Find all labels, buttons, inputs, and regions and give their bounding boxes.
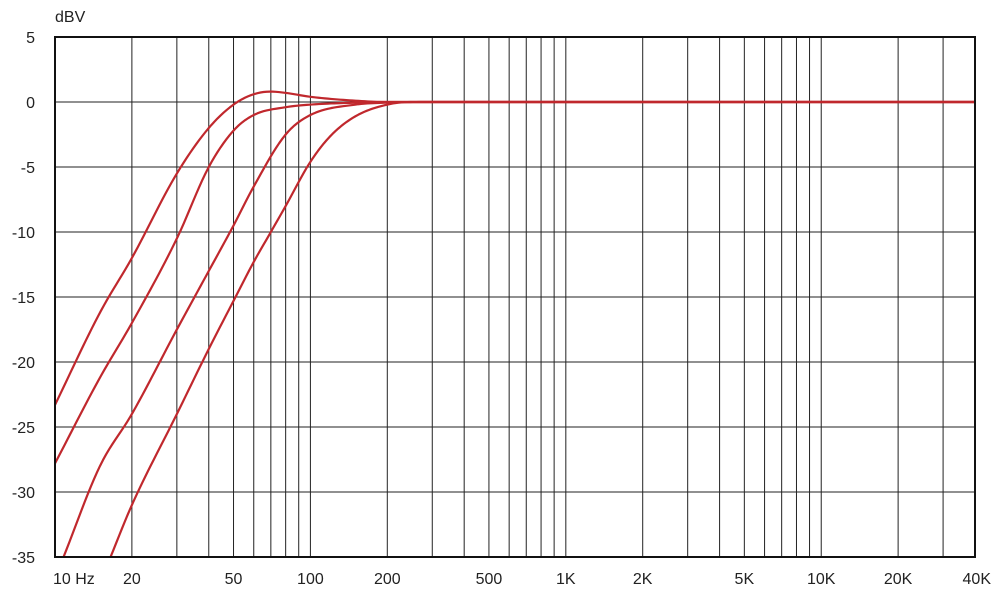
x-tick-labels: 10 Hz 20 50 100 200 500 1K 2K 5K 10K 20K 40K	[53, 571, 991, 588]
y-tick-label: 5	[26, 30, 35, 47]
plot-frame	[54, 36, 976, 558]
y-axis-unit-label: dBV	[55, 9, 86, 26]
response-curve-4	[109, 100, 975, 558]
x-tick-label: 40K	[963, 571, 992, 588]
x-tick-label: 500	[476, 571, 503, 588]
y-tick-label: -35	[12, 550, 35, 567]
x-tick-label: 1K	[556, 571, 576, 588]
y-tick-label: -30	[12, 485, 35, 502]
x-tick-label: 5K	[735, 571, 755, 588]
y-tick-label: -15	[12, 290, 35, 307]
y-tick-label: -25	[12, 420, 35, 437]
x-tick-label: 2K	[633, 571, 653, 588]
x-tick-label: 100	[297, 571, 324, 588]
response-curve-2	[54, 100, 975, 464]
y-tick-label: -10	[12, 225, 35, 242]
x-tick-label: 10 Hz	[53, 571, 95, 588]
y-tick-label: 0	[26, 95, 35, 112]
x-tick-label: 20K	[884, 571, 913, 588]
x-tick-label: 10K	[807, 571, 836, 588]
response-curve-1	[54, 90, 975, 406]
response-curve-3	[62, 100, 975, 558]
grid-lines	[54, 36, 976, 558]
x-tick-label: 20	[123, 571, 141, 588]
x-tick-label: 50	[225, 571, 243, 588]
y-tick-label: -20	[12, 355, 35, 372]
x-tick-label: 200	[374, 571, 401, 588]
y-tick-labels: 5 0 -5 -10 -15 -20 -25 -30 -35	[12, 30, 35, 567]
y-tick-label: -5	[21, 160, 35, 177]
response-curves	[54, 90, 975, 558]
